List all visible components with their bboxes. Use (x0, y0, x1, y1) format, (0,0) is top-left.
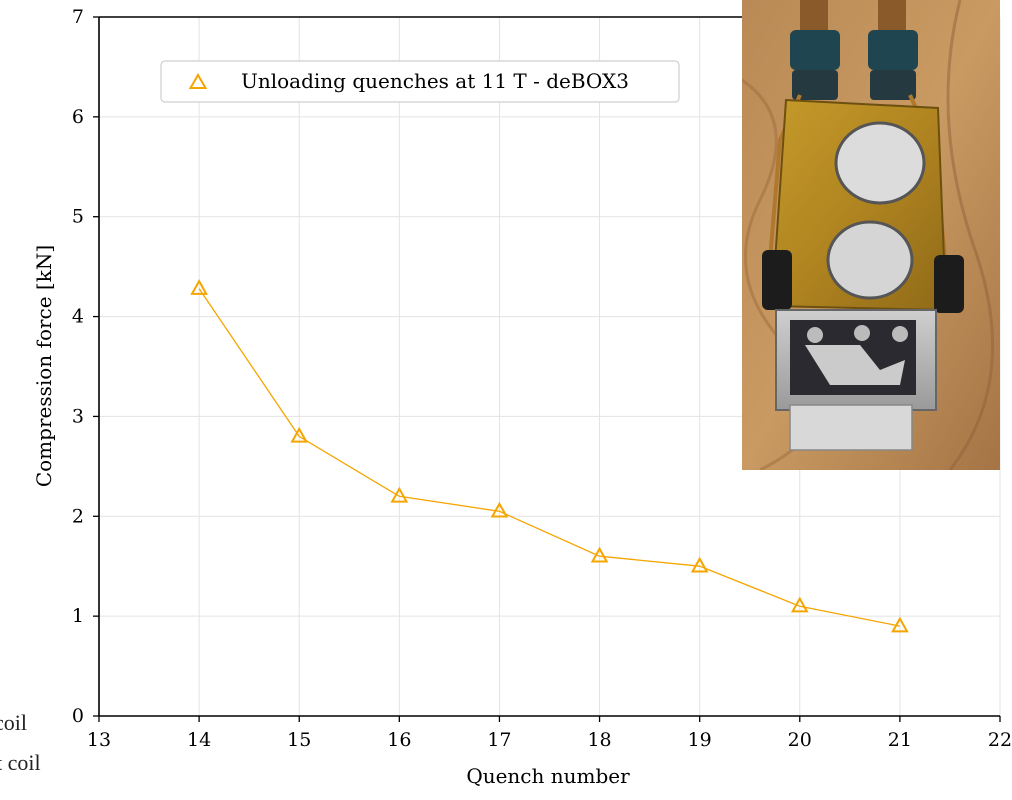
x-tick-label: 17 (487, 729, 511, 751)
legend-triangle-icon (188, 72, 208, 89)
markers (190, 279, 909, 633)
y-tick-label: 6 (72, 106, 84, 128)
y-tick-label: 0 (72, 705, 84, 727)
x-tick-label: 21 (888, 729, 912, 751)
y-tick-label: 3 (72, 405, 84, 427)
x-tick-label: 13 (87, 729, 111, 751)
overflow-text-1: coil (0, 710, 27, 735)
y-tick-label: 4 (72, 306, 84, 328)
series-line (198, 288, 901, 627)
data-point-marker (390, 486, 409, 503)
y-tick-label: 1 (72, 605, 84, 627)
series-line-group (198, 288, 901, 627)
legend-label: Unloading quenches at 11 T - deBOX3 (241, 69, 629, 93)
data-point-marker (590, 546, 609, 563)
x-tick-label: 15 (287, 729, 311, 751)
x-ticks: 13 14 15 16 17 18 19 20 21 22 (87, 716, 1012, 751)
overflow-text-2: t coil (0, 750, 41, 775)
x-tick-label: 18 (587, 729, 611, 751)
data-point-marker (690, 556, 709, 573)
data-point-marker (290, 426, 309, 443)
data-point-marker (490, 501, 509, 518)
y-tick-label: 2 (72, 505, 84, 527)
x-tick-label: 14 (187, 729, 211, 751)
legend-box (160, 60, 680, 103)
x-axis-label: Quench number (466, 764, 630, 788)
x-tick-label: 22 (988, 729, 1012, 751)
data-point-marker (891, 616, 909, 633)
data-point-marker (190, 279, 208, 295)
legend: Unloading quenches at 11 T - deBOX3 (160, 60, 680, 103)
x-tick-label: 20 (788, 729, 812, 751)
y-axis-label: Compression force [kN] (32, 245, 56, 487)
data-point-marker (790, 596, 809, 613)
inset-photo (742, 0, 1000, 470)
y-tick-label: 7 (72, 6, 84, 28)
x-tick-label: 19 (688, 729, 712, 751)
x-tick-label: 16 (387, 729, 411, 751)
y-tick-label: 5 (72, 206, 84, 228)
y-ticks: 0 1 2 3 4 5 6 7 (72, 6, 99, 727)
